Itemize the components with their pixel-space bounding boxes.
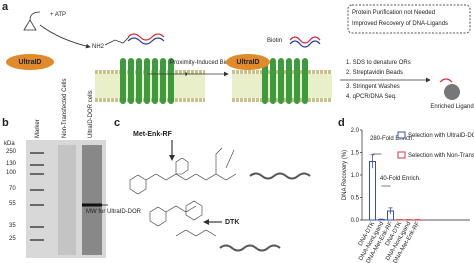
enzyme bbox=[226, 54, 270, 70]
benefit: Improved Recovery of DNA-Ligands bbox=[352, 21, 448, 27]
y-axis-label: DNA Recovery (%) bbox=[342, 150, 348, 200]
gel-bands bbox=[30, 152, 44, 241]
ladder-label: 100 bbox=[6, 170, 17, 176]
lane-label: UltraID-DOR cells bbox=[88, 90, 94, 138]
annotation: 280-Fold Enrich. bbox=[370, 136, 414, 142]
enzyme-label: UltraID bbox=[237, 59, 260, 66]
lane bbox=[58, 145, 76, 255]
membrane-left bbox=[95, 58, 205, 104]
legend-swatch bbox=[397, 131, 406, 139]
y-tick-label: 0.0 bbox=[351, 218, 360, 224]
structure bbox=[129, 173, 237, 195]
dna bbox=[249, 172, 311, 180]
arrow bbox=[39, 24, 91, 49]
membrane-right bbox=[232, 58, 332, 104]
legend-label: Selection with Non-Transfected Cells bbox=[408, 153, 474, 159]
unit: kDa bbox=[4, 141, 15, 147]
annotation: 40-Fold Enrich. bbox=[380, 176, 421, 182]
ladder-label: 70 bbox=[9, 186, 16, 192]
dna bbox=[289, 40, 321, 48]
dna bbox=[439, 78, 453, 83]
ladder-label: 25 bbox=[9, 236, 16, 242]
legend-swatch bbox=[397, 151, 406, 159]
lane-label: Marker bbox=[35, 119, 41, 138]
dna bbox=[219, 244, 281, 252]
y-tick-label: 0.5 bbox=[351, 196, 360, 202]
result: Enriched Ligand bbox=[430, 104, 473, 110]
panel-label: d bbox=[338, 117, 345, 129]
ladder-label: 130 bbox=[6, 161, 17, 167]
biotin-label: Biotin bbox=[267, 38, 282, 44]
arrow-label: Proximity-Induced Biotinylation bbox=[170, 60, 252, 66]
structure bbox=[149, 200, 217, 237]
bead bbox=[444, 84, 460, 100]
y-tick-label: 1.5 bbox=[351, 151, 360, 157]
lane-label: Non-Transfected Cells bbox=[62, 79, 68, 138]
ladder-label: 35 bbox=[9, 223, 16, 229]
chart: 0.00.51.01.52.0DNA-DTKDNA-NonLigandDNA-M… bbox=[351, 128, 474, 263]
panel-label: a bbox=[2, 1, 9, 13]
ladder-label: 250 bbox=[6, 149, 17, 155]
dna bbox=[127, 37, 165, 45]
ligand bbox=[104, 36, 130, 46]
enzyme-label: UltraID bbox=[19, 59, 42, 66]
step: 4. qPCR/DNA Seq. bbox=[346, 94, 397, 100]
ladder-label: 55 bbox=[9, 201, 16, 207]
atp: + ATP bbox=[50, 12, 66, 18]
y-tick-label: 1.0 bbox=[351, 173, 360, 179]
lane bbox=[82, 145, 102, 255]
step: 1. SDS to denature ORs bbox=[346, 60, 411, 66]
biotin-structure bbox=[23, 11, 41, 31]
legend-label: Selection with UltraID-DOR cells bbox=[408, 133, 474, 139]
step: 3. Stringent Washes bbox=[346, 84, 400, 90]
benefits-box bbox=[347, 4, 471, 34]
amine: NH2 bbox=[92, 44, 105, 50]
annotation: MW for UltraID-DOR bbox=[86, 209, 142, 215]
bar bbox=[369, 161, 376, 221]
ligand-name: DTK bbox=[225, 219, 239, 226]
dna bbox=[289, 36, 321, 44]
step: 2. Streptavidin Beads bbox=[346, 70, 403, 76]
panel-label: b bbox=[2, 117, 9, 129]
dna bbox=[127, 33, 165, 41]
benefit: Protein Purification not Needed bbox=[352, 10, 435, 16]
ligand-name: Met-Enk-RF bbox=[133, 131, 173, 138]
enzyme bbox=[6, 54, 54, 70]
panel-label: c bbox=[114, 117, 120, 129]
y-tick-label: 2.0 bbox=[351, 128, 360, 134]
structure bbox=[175, 147, 235, 175]
